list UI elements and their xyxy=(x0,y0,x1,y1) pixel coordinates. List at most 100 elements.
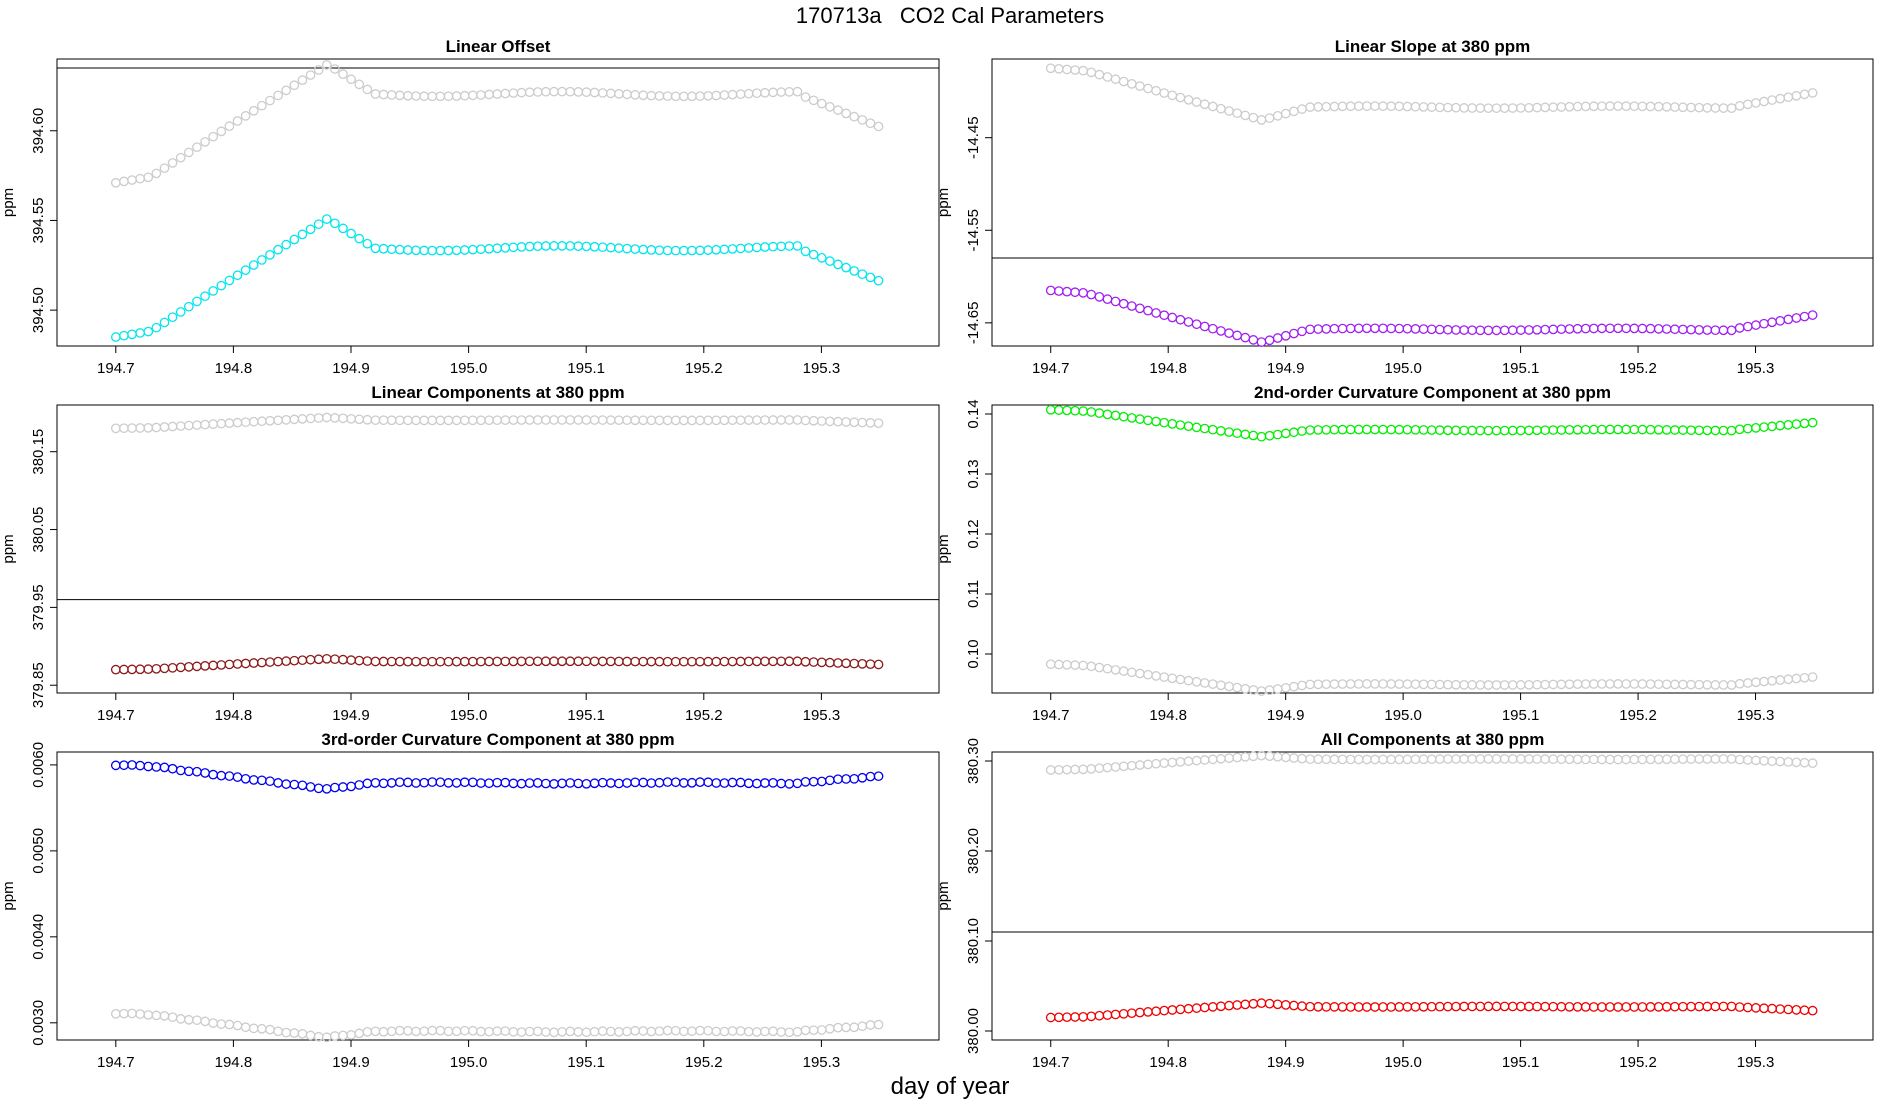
data-point xyxy=(159,663,170,674)
data-point xyxy=(297,780,308,791)
x-tick-label: 195.0 xyxy=(450,707,488,724)
data-point xyxy=(1394,754,1405,765)
data-point xyxy=(151,762,162,772)
data-point xyxy=(1110,74,1121,85)
data-point xyxy=(727,1026,738,1036)
data-point xyxy=(1280,428,1291,439)
x-tick-label: 194.7 xyxy=(1032,707,1070,724)
data-point xyxy=(581,87,592,98)
data-point xyxy=(865,771,876,782)
data-point xyxy=(873,659,884,670)
data-point xyxy=(1540,102,1551,113)
data-point xyxy=(1775,93,1786,104)
data-point xyxy=(467,656,478,667)
data-point xyxy=(1475,103,1486,113)
data-point xyxy=(110,760,121,771)
x-tick-label: 194.9 xyxy=(332,1054,370,1071)
data-point xyxy=(1491,103,1502,114)
data-point xyxy=(411,1026,421,1037)
data-point xyxy=(1807,1005,1818,1016)
data-point xyxy=(695,777,705,788)
data-point xyxy=(1556,102,1567,112)
data-point xyxy=(1361,424,1372,435)
data-point xyxy=(1305,425,1315,435)
data-point xyxy=(573,656,584,667)
data-point xyxy=(646,1026,657,1037)
data-point xyxy=(865,272,876,283)
data-point xyxy=(1078,764,1089,775)
data-point xyxy=(257,255,267,265)
data-point xyxy=(419,1026,429,1037)
data-point xyxy=(1264,335,1275,346)
data-point xyxy=(662,777,673,787)
data-point xyxy=(289,1028,300,1038)
data-point xyxy=(1515,754,1526,764)
data-point xyxy=(1418,425,1429,435)
data-point xyxy=(354,780,365,790)
data-point xyxy=(257,775,267,786)
data-point xyxy=(857,659,868,669)
data-point xyxy=(435,1025,446,1036)
data-point xyxy=(338,69,348,80)
data-point xyxy=(1248,335,1259,345)
data-point xyxy=(1597,323,1607,334)
data-point xyxy=(1621,424,1632,435)
y-axis-label: ppm xyxy=(935,534,952,563)
data-point xyxy=(370,415,381,426)
data-point xyxy=(768,415,778,425)
data-point xyxy=(119,423,129,434)
data-point xyxy=(1248,751,1259,762)
data-point xyxy=(1726,425,1737,436)
data-point xyxy=(1232,752,1243,763)
data-point xyxy=(492,777,503,788)
data-point xyxy=(1062,286,1072,297)
data-point xyxy=(508,88,519,98)
data-point xyxy=(857,115,868,125)
series-2 xyxy=(1045,998,1818,1023)
data-point xyxy=(1791,757,1802,768)
data-point xyxy=(273,244,283,255)
data-point xyxy=(1710,754,1721,764)
data-point xyxy=(1167,757,1178,768)
data-point xyxy=(297,229,308,240)
x-tick-label: 194.7 xyxy=(1032,1054,1070,1071)
data-point xyxy=(549,1027,559,1038)
data-point xyxy=(1216,680,1226,691)
data-point xyxy=(622,778,632,788)
data-point xyxy=(1499,103,1510,113)
data-point xyxy=(678,245,689,256)
data-point xyxy=(1256,337,1267,347)
chart-panel-1: Linear Offset ppm 194.7 194.8 194.9 195.0 195.… xyxy=(0,37,940,377)
data-point xyxy=(508,415,519,425)
data-point xyxy=(1718,1001,1729,1012)
data-point xyxy=(216,770,227,781)
data-point xyxy=(419,245,429,256)
data-point xyxy=(1507,325,1518,336)
data-point xyxy=(541,415,551,425)
data-point xyxy=(1126,1008,1137,1019)
data-point xyxy=(833,658,843,668)
data-point xyxy=(1143,1007,1153,1017)
data-point xyxy=(281,85,292,96)
data-point xyxy=(1718,754,1729,764)
data-point xyxy=(622,415,632,426)
data-point xyxy=(1791,673,1802,684)
data-point xyxy=(1467,103,1478,113)
data-point xyxy=(573,241,584,251)
data-point xyxy=(354,1028,365,1039)
data-point xyxy=(670,415,681,426)
plot-frame xyxy=(991,58,1874,347)
data-point xyxy=(1702,679,1713,690)
data-point xyxy=(289,779,300,790)
data-point xyxy=(719,1026,730,1037)
data-point xyxy=(492,415,503,426)
data-point xyxy=(1742,755,1753,765)
data-point xyxy=(816,776,827,787)
data-point xyxy=(1726,754,1737,764)
data-point xyxy=(175,421,186,431)
data-point xyxy=(1507,680,1518,690)
data-point xyxy=(1232,108,1243,119)
data-point xyxy=(1297,753,1307,764)
data-point xyxy=(1345,101,1356,112)
x-tick-label: 194.9 xyxy=(1267,707,1305,724)
